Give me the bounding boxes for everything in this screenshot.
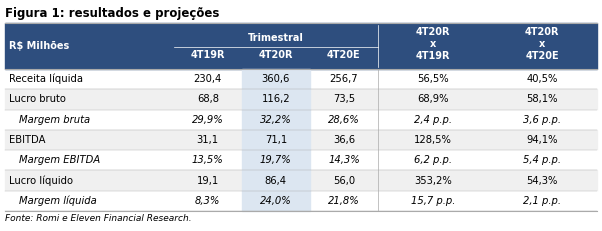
Text: Lucro bruto: Lucro bruto [9, 94, 66, 104]
Text: 40,5%: 40,5% [527, 74, 558, 84]
Text: 15,7 p.p.: 15,7 p.p. [411, 196, 455, 206]
Text: Figura 1: resultados e projeções: Figura 1: resultados e projeções [5, 7, 219, 20]
Text: Margem EBITDA: Margem EBITDA [19, 155, 101, 165]
Text: 56,0: 56,0 [333, 176, 355, 185]
Text: 8,3%: 8,3% [195, 196, 220, 206]
Text: Margem bruta: Margem bruta [19, 115, 90, 125]
Text: 24,0%: 24,0% [260, 196, 292, 206]
Text: 58,1%: 58,1% [527, 94, 558, 104]
Bar [242, 69, 310, 89]
Text: 4T20R: 4T20R [259, 50, 293, 60]
Bar [5, 89, 597, 109]
Text: 29,9%: 29,9% [192, 115, 223, 125]
Text: 3,6 p.p.: 3,6 p.p. [523, 115, 561, 125]
Text: 2,1 p.p.: 2,1 p.p. [523, 196, 561, 206]
Text: 256,7: 256,7 [330, 74, 358, 84]
Text: 128,5%: 128,5% [414, 135, 452, 145]
Text: 21,8%: 21,8% [328, 196, 360, 206]
Text: 353,2%: 353,2% [414, 176, 452, 185]
Text: 13,5%: 13,5% [192, 155, 223, 165]
Bar [5, 23, 597, 69]
Text: Trimestral: Trimestral [248, 33, 304, 43]
Text: 54,3%: 54,3% [527, 176, 558, 185]
Text: Receita líquida: Receita líquida [9, 74, 83, 84]
Text: 14,3%: 14,3% [328, 155, 360, 165]
Text: 94,1%: 94,1% [527, 135, 558, 145]
Bar [5, 170, 597, 191]
Text: 73,5: 73,5 [333, 94, 355, 104]
Bar [5, 150, 597, 170]
Text: 4T20E: 4T20E [327, 50, 361, 60]
Text: 86,4: 86,4 [265, 176, 287, 185]
Text: 230,4: 230,4 [194, 74, 222, 84]
Text: 31,1: 31,1 [197, 135, 219, 145]
Text: 28,6%: 28,6% [328, 115, 360, 125]
Bar [242, 150, 310, 170]
Text: Margem líquida: Margem líquida [19, 196, 97, 206]
Text: R$ Milhões: R$ Milhões [9, 41, 69, 51]
Text: 71,1: 71,1 [265, 135, 287, 145]
Bar [5, 109, 597, 130]
Text: 36,6: 36,6 [333, 135, 355, 145]
Text: 68,8: 68,8 [197, 94, 219, 104]
Text: Lucro líquido: Lucro líquido [9, 175, 73, 186]
Text: 19,1: 19,1 [197, 176, 219, 185]
Bar [5, 69, 597, 89]
Text: Fonte: Romi e Eleven Financial Research.: Fonte: Romi e Eleven Financial Research. [5, 214, 191, 223]
Bar [242, 170, 310, 191]
Text: 4T19R: 4T19R [190, 50, 225, 60]
Text: 19,7%: 19,7% [260, 155, 292, 165]
Bar [5, 130, 597, 150]
Text: EBITDA: EBITDA [9, 135, 46, 145]
Text: 68,9%: 68,9% [417, 94, 448, 104]
Bar [242, 191, 310, 211]
Text: 2,4 p.p.: 2,4 p.p. [414, 115, 452, 125]
Text: 5,4 p.p.: 5,4 p.p. [523, 155, 561, 165]
Text: 116,2: 116,2 [261, 94, 290, 104]
Text: 4T20R
x
4T20E: 4T20R x 4T20E [525, 27, 559, 61]
Bar [242, 89, 310, 109]
Bar [242, 130, 310, 150]
Text: 32,2%: 32,2% [260, 115, 292, 125]
Text: 6,2 p.p.: 6,2 p.p. [414, 155, 452, 165]
Text: 4T20R
x
4T19R: 4T20R x 4T19R [415, 27, 450, 61]
Bar [5, 191, 597, 211]
Bar [242, 109, 310, 130]
Text: 56,5%: 56,5% [417, 74, 448, 84]
Text: 360,6: 360,6 [262, 74, 290, 84]
